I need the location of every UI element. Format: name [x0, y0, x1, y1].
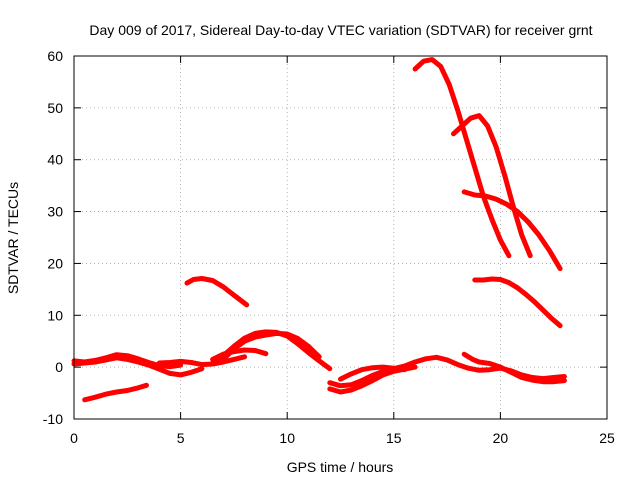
series-arc-11	[338, 364, 407, 382]
y-tick-label: 20	[47, 255, 63, 271]
series-arc-2	[82, 382, 149, 403]
plot-frame	[73, 55, 608, 420]
series-arc-13	[412, 57, 512, 259]
y-tick-label: 40	[47, 152, 63, 168]
series-arc-9	[327, 354, 567, 389]
data-series	[71, 57, 567, 403]
x-tick-label: 10	[279, 430, 295, 446]
y-axis-label: SDTVAR / TECUs	[5, 182, 21, 294]
x-tick-label: 15	[386, 430, 402, 446]
y-tick-label: 0	[55, 359, 63, 375]
grid-lines	[74, 56, 607, 419]
x-tick-label: 5	[177, 430, 185, 446]
series-arc-16	[472, 276, 563, 329]
series-arc-12	[461, 351, 567, 385]
x-tick-label: 0	[70, 430, 78, 446]
y-tick-label: 60	[47, 48, 63, 64]
x-axis-label: GPS time / hours	[287, 459, 394, 475]
x-tick-label: 25	[599, 430, 615, 446]
x-tick-label: 20	[493, 430, 509, 446]
y-tick-label: 10	[47, 307, 63, 323]
chart-title: Day 009 of 2017, Sidereal Day-to-day VTE…	[89, 22, 592, 38]
series-arc-15	[461, 189, 563, 272]
y-tick-label: -10	[43, 411, 63, 427]
series-arc-8	[210, 347, 269, 362]
y-tick-label: 50	[47, 100, 63, 116]
y-tick-label: 30	[47, 204, 63, 220]
series-arc-14	[451, 113, 533, 259]
series-arc-3	[71, 355, 205, 378]
series-arc-5	[184, 276, 250, 308]
tick-labels: 0 5 10 15 20 25 -10 0 10 20 30 40 50 60	[43, 48, 615, 446]
axis-ticks	[73, 55, 608, 420]
series-arc-7	[220, 330, 322, 362]
series-arc-4	[156, 354, 248, 368]
